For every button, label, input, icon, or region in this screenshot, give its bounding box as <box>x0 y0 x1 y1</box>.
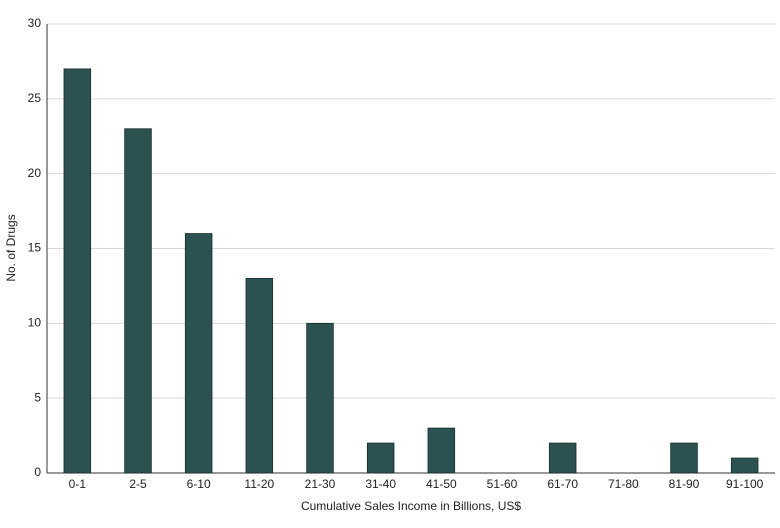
x-tick-label: 71-80 <box>608 477 639 491</box>
x-tick-label: 11-20 <box>244 477 274 491</box>
y-tick-label: 30 <box>28 16 42 30</box>
y-tick-label: 0 <box>34 465 41 479</box>
y-tick-label: 20 <box>28 166 42 180</box>
bar <box>63 68 92 474</box>
bar <box>245 278 274 474</box>
x-tick-label: 51-60 <box>487 477 518 491</box>
y-axis-label: No. of Drugs <box>4 214 18 281</box>
y-tick-label: 10 <box>28 316 42 330</box>
bar <box>124 128 152 474</box>
bar <box>548 442 577 474</box>
x-tick-label: 0-1 <box>69 477 87 491</box>
bar <box>184 233 213 474</box>
x-tick-label: 81-90 <box>669 477 700 491</box>
bar <box>366 442 395 474</box>
bar <box>306 322 334 474</box>
x-axis-label: Cumulative Sales Income in Billions, US$ <box>301 499 521 513</box>
y-tick-label: 5 <box>34 390 41 404</box>
bar <box>730 457 759 474</box>
x-tick-label: 31-40 <box>365 477 396 491</box>
y-tick-label: 15 <box>28 241 42 255</box>
x-tick-label: 61-70 <box>547 477 578 491</box>
x-tick-label: 91-100 <box>726 477 764 491</box>
bar <box>427 427 456 474</box>
bar <box>670 442 698 474</box>
x-tick-label: 6-10 <box>187 477 211 491</box>
x-tick-label: 41-50 <box>426 477 457 491</box>
x-tick-label: 2-5 <box>129 477 147 491</box>
y-tick-label: 25 <box>28 91 42 105</box>
x-tick-label: 21-30 <box>305 477 336 491</box>
